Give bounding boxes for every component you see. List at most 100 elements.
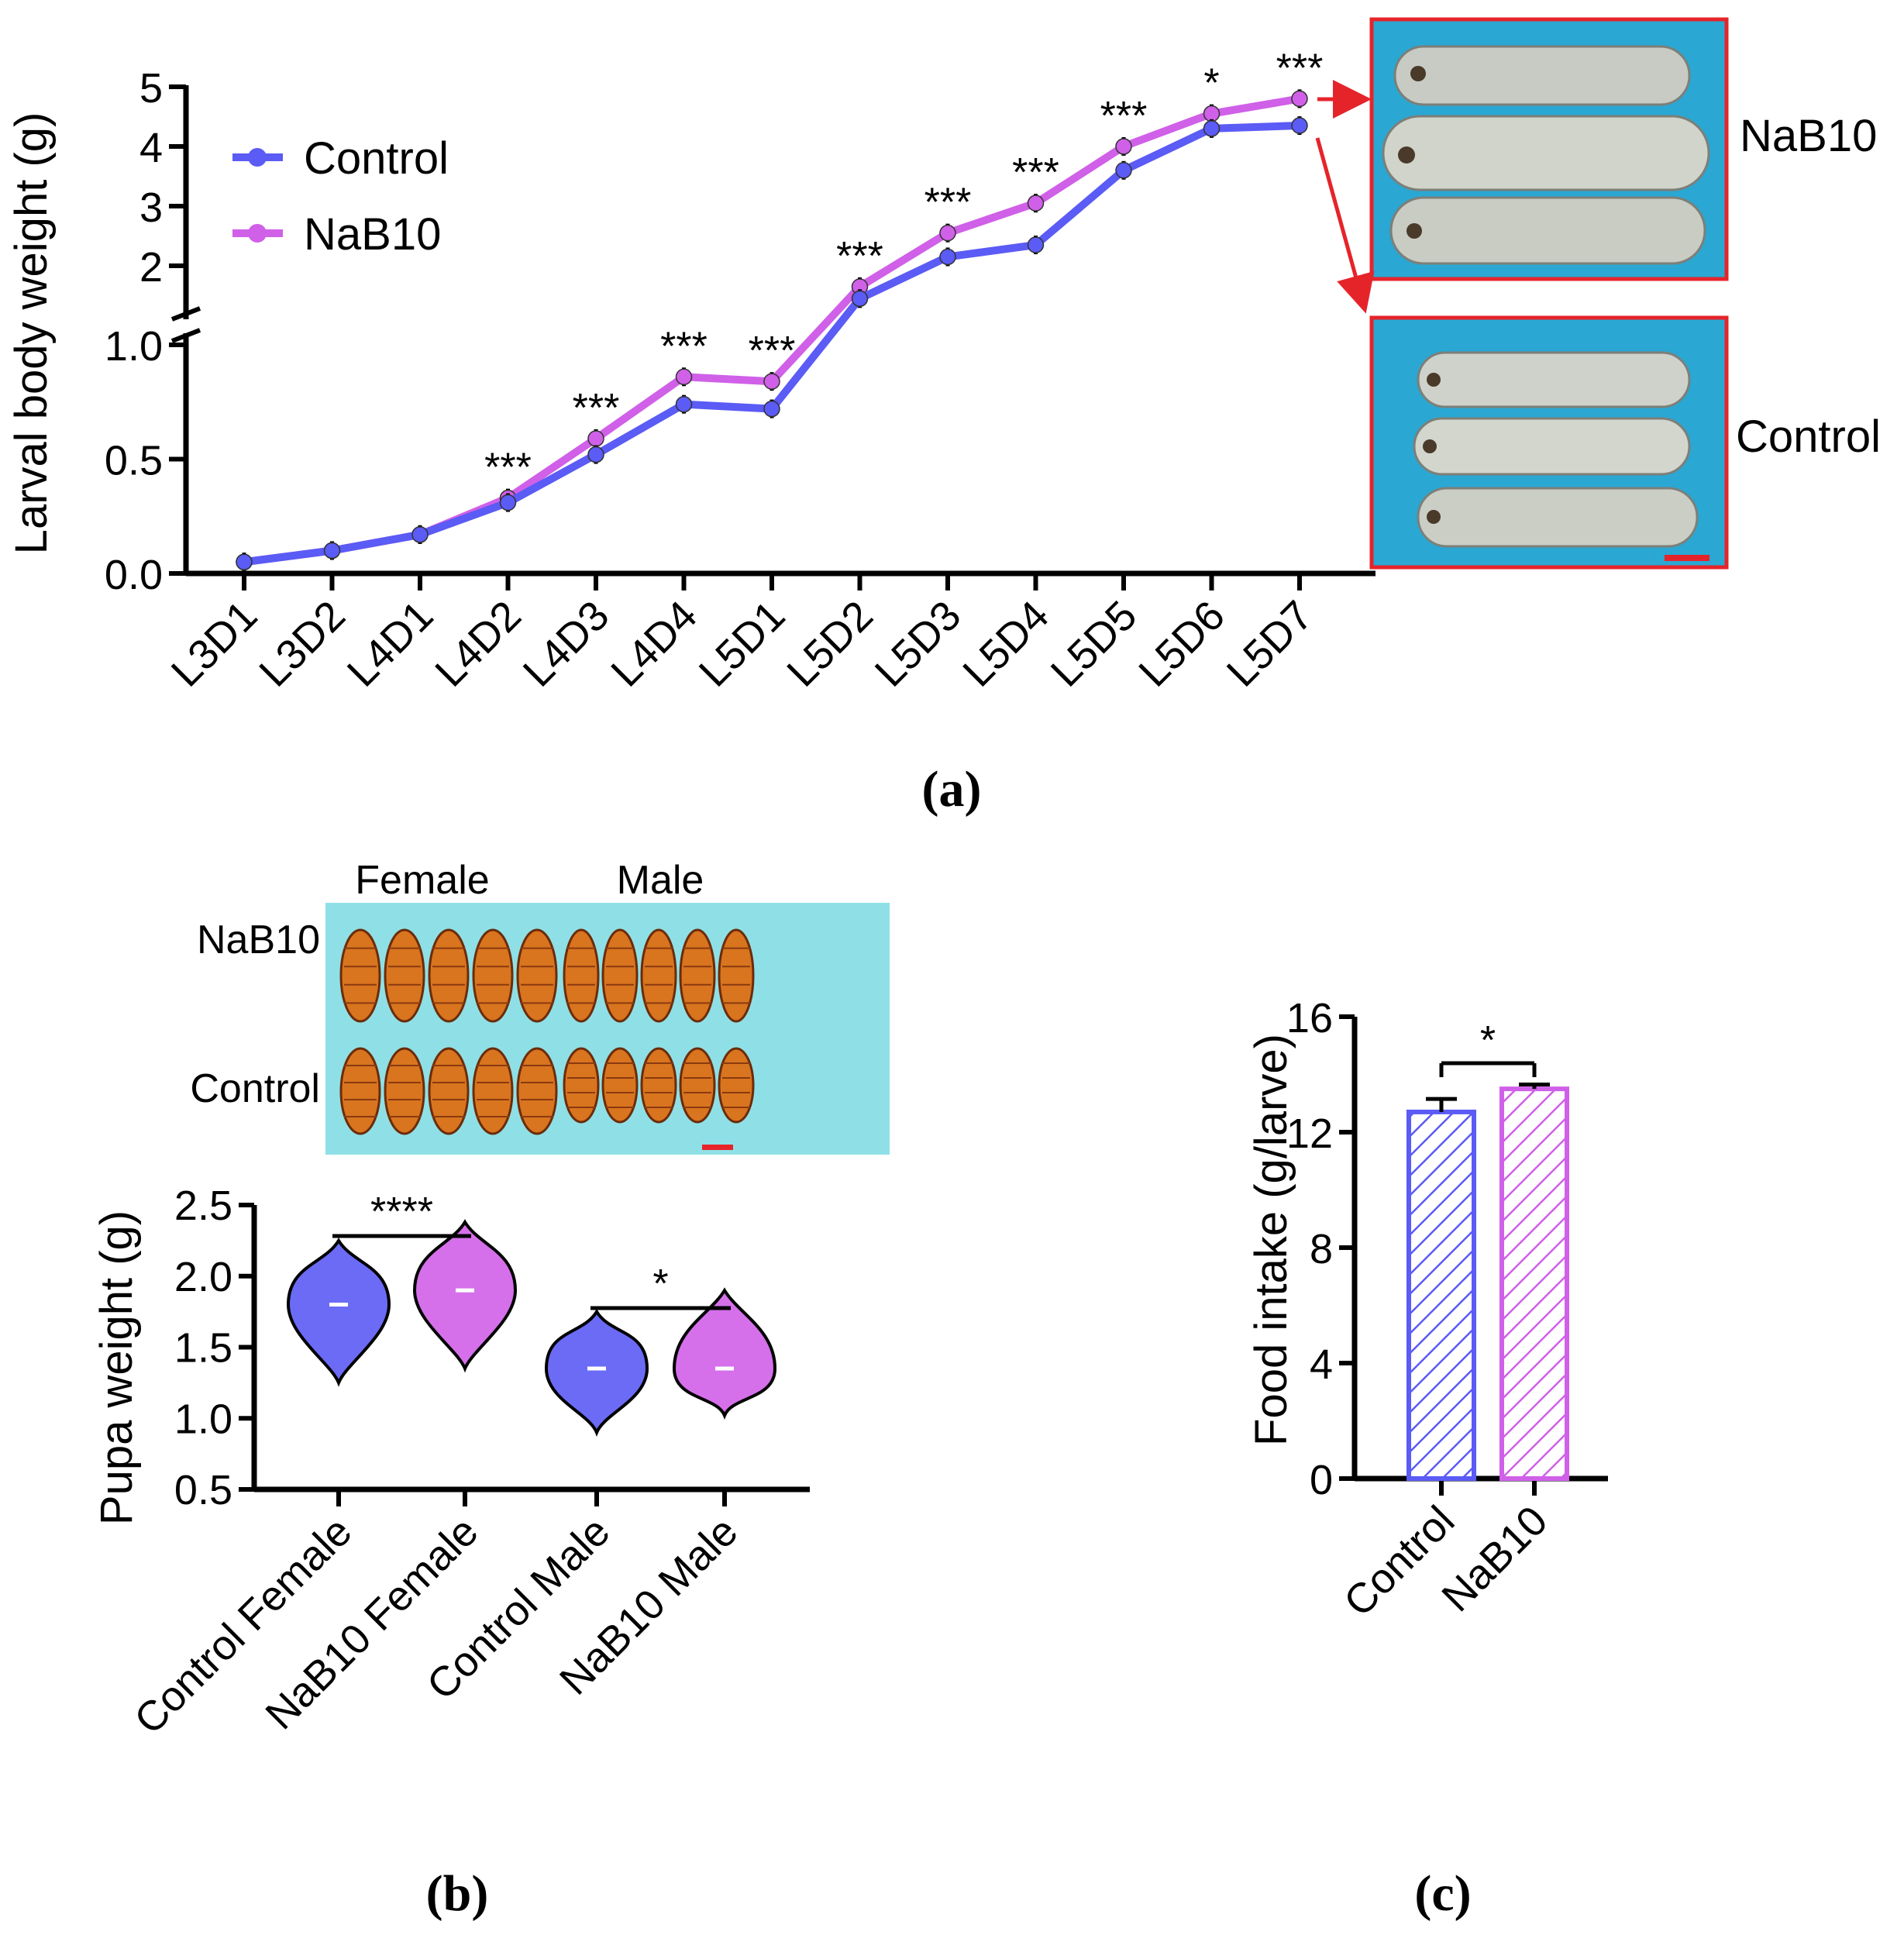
x-tick-label: L4D4 (602, 592, 706, 696)
data-point-nab10 (763, 373, 780, 390)
y-tick-label: 3 (139, 184, 163, 231)
panel-c-caption: (c) (1414, 1865, 1471, 1922)
data-point-nab10 (587, 430, 604, 447)
photo-label-control: Control (1736, 411, 1881, 462)
pupa-shape (601, 1047, 639, 1124)
panel-b-ylabel: Pupa weight (g) (91, 1210, 142, 1525)
y-tick-label: 4 (1310, 1341, 1333, 1388)
pupa-shape (601, 928, 639, 1023)
pupa-shape (679, 1047, 716, 1124)
bar-control (1406, 1109, 1476, 1482)
pupa-shape (339, 1047, 381, 1135)
data-point-control (236, 553, 253, 570)
photo-label-nab10: NaB10 (1740, 111, 1877, 161)
panel-a-series (236, 89, 1308, 572)
data-point-nab10 (939, 224, 956, 242)
pupa-shape (472, 1047, 514, 1135)
pupa-shape (339, 928, 381, 1023)
pupa-shape (563, 928, 600, 1023)
photo-col-female: Female (355, 858, 489, 903)
y-tick-label: 5 (139, 65, 163, 112)
data-point-control (1027, 236, 1045, 253)
data-point-control (851, 290, 869, 308)
y-tick-label: 0.5 (174, 1467, 232, 1513)
photo-row-control: Control (190, 1066, 320, 1111)
panel-c-bar-chart: Food intake (g/larve) 0 4 8 12 16 ControlNaB1… (1246, 995, 1608, 1922)
legend-nab10-label: NaB10 (304, 209, 441, 260)
photo-col-male: Male (617, 858, 704, 903)
x-tick-label: L5D1 (690, 592, 794, 696)
y-tick-label: 1.0 (174, 1396, 232, 1442)
panel-c-ylabel: Food intake (g/larve) (1246, 1034, 1296, 1446)
panel-c-significance: * (1439, 1018, 1537, 1077)
y-tick-label: 1.0 (105, 323, 163, 370)
x-tick-label: L3D1 (163, 592, 267, 696)
data-point-control (1291, 117, 1308, 134)
significance-marker: *** (1100, 94, 1148, 139)
pupae-shapes (339, 928, 755, 1135)
data-point-nab10 (1027, 195, 1045, 212)
pupa-shape (516, 928, 558, 1023)
y-tick-label: 0 (1310, 1457, 1333, 1503)
x-tick-label: L5D6 (1130, 592, 1234, 696)
y-tick-label: 0.5 (105, 438, 163, 484)
panel-c-bars (1406, 1083, 1569, 1482)
pupa-shape (718, 1047, 755, 1124)
significance-marker: *** (1276, 46, 1324, 91)
violin-control-male (544, 1308, 649, 1437)
y-tick-label: 2.5 (174, 1183, 232, 1229)
significance-marker: *** (484, 446, 532, 491)
axis-break-mark (170, 306, 201, 322)
data-point-control (939, 248, 956, 266)
data-point-nab10 (1203, 105, 1221, 122)
violin-nab10-male (672, 1287, 777, 1420)
legend-control-label: Control (304, 133, 449, 184)
x-tick-label: L4D2 (426, 592, 530, 696)
arrow-to-control-photo (1315, 137, 1375, 314)
significance-marker: * (1203, 61, 1219, 106)
larvae-photo-nab10 (1369, 17, 1729, 281)
pupa-shape (640, 928, 677, 1023)
pupa-shape (640, 1047, 677, 1124)
data-point-control (1203, 120, 1221, 137)
x-tick-label: L5D2 (778, 592, 882, 696)
pupa-shape (384, 928, 425, 1023)
photo-row-nab10: NaB10 (197, 918, 320, 962)
violin-nab10-female (412, 1219, 518, 1373)
data-point-control (675, 395, 693, 413)
pupa-photo (325, 903, 890, 1155)
pupa-shape (472, 928, 514, 1023)
significance-marker: *** (1012, 150, 1059, 195)
significance-marker: *** (660, 324, 708, 369)
pupa-shape (428, 1047, 470, 1135)
panel-b-caption: (b) (426, 1865, 489, 1922)
pupa-shape (428, 928, 470, 1023)
x-tick-label: L5D3 (866, 592, 970, 696)
pupa-scale-bar (702, 1145, 733, 1150)
larvae-photo-control (1369, 315, 1729, 570)
y-tick-label: 16 (1286, 995, 1333, 1042)
pupa-shape (384, 1047, 425, 1135)
x-tick-label: L3D2 (250, 592, 354, 696)
violin-control-female (286, 1237, 391, 1387)
data-point-control (1115, 162, 1132, 179)
data-point-nab10 (1291, 90, 1308, 108)
x-tick-label: L5D4 (954, 592, 1058, 696)
x-tick-label: L4D1 (339, 592, 442, 696)
x-tick-label: L5D5 (1042, 592, 1146, 696)
data-point-control (499, 494, 517, 511)
panel-b-violins (286, 1219, 777, 1437)
data-point-control (763, 400, 780, 418)
y-tick-label: 8 (1310, 1226, 1333, 1272)
x-tick-label: L5D7 (1218, 592, 1322, 696)
significance-marker: *** (924, 181, 972, 226)
axis-break-mark (170, 328, 201, 343)
scale-bar (1665, 555, 1709, 561)
x-tick-label: Control (1335, 1497, 1464, 1626)
pupa-shape (679, 928, 716, 1023)
data-point-nab10 (675, 368, 693, 386)
panel-a-legend: Control NaB10 (232, 133, 449, 260)
significance-marker: *** (573, 386, 620, 431)
data-point-nab10 (1115, 138, 1132, 155)
